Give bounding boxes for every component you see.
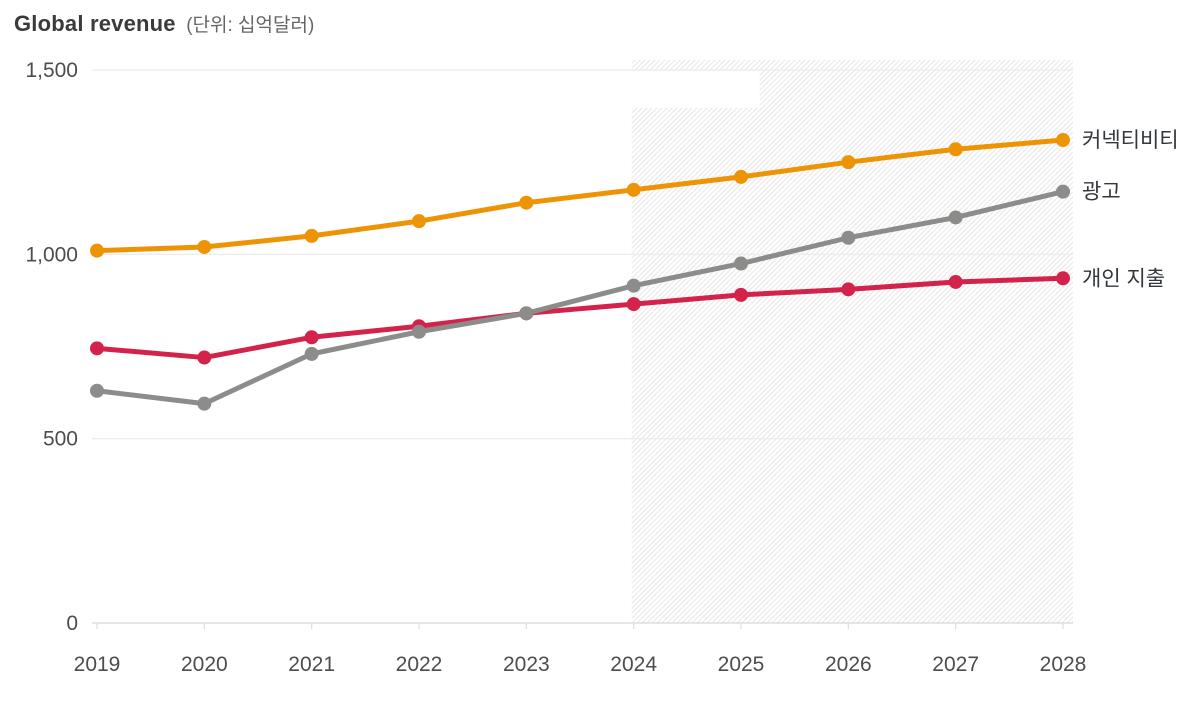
- data-point-connectivity-2023: [519, 195, 534, 210]
- forecast-region: [631, 60, 1073, 623]
- data-point-advertising-2021: [304, 346, 319, 361]
- x-axis-label-2022: 2022: [396, 653, 443, 676]
- data-point-connectivity-2021: [304, 228, 319, 243]
- x-axis-label-2023: 2023: [503, 653, 550, 676]
- legend-label-connectivity: 커넥티비티: [1082, 129, 1179, 152]
- x-axis-label-2024: 2024: [610, 653, 657, 676]
- x-axis-label-2027: 2027: [932, 653, 979, 676]
- data-point-connectivity-2028: [1056, 133, 1070, 148]
- data-point-connectivity-2027: [948, 142, 963, 157]
- series-line-personal-spending: [94, 275, 1066, 361]
- data-point-personal-spending-2027: [948, 274, 963, 289]
- data-point-personal-spending-2026: [841, 282, 856, 297]
- chart-title-text: Global revenue: [14, 11, 176, 36]
- legend-label-personal-spending: 개인 지출: [1082, 267, 1165, 290]
- data-point-connectivity-2025: [734, 169, 748, 184]
- forecast-region-gap: [631, 71, 760, 108]
- data-point-connectivity-2024: [626, 182, 641, 197]
- data-point-advertising-2026: [841, 230, 856, 245]
- data-point-advertising-2028: [1056, 184, 1070, 199]
- y-axis-label-500: 500: [43, 428, 78, 451]
- series-connectivity: [90, 133, 1070, 258]
- x-axis-label-2025: 2025: [718, 653, 765, 676]
- data-point-personal-spending-2024: [626, 297, 641, 312]
- legend-label-advertising: 광고: [1082, 181, 1121, 204]
- data-point-advertising-2023: [519, 306, 534, 321]
- y-axis-label-1500: 1,500: [25, 59, 78, 82]
- series-line-advertising: [94, 189, 1066, 407]
- data-point-advertising-2022: [412, 324, 426, 339]
- series-advertising: [90, 184, 1070, 411]
- x-axis-label-2026: 2026: [825, 653, 872, 676]
- data-point-advertising-2024: [626, 278, 641, 293]
- y-axis-label-0: 0: [66, 612, 78, 635]
- data-point-advertising-2025: [734, 256, 748, 271]
- data-point-personal-spending-2020: [197, 350, 212, 365]
- x-axis-label-2021: 2021: [288, 653, 335, 676]
- data-point-advertising-2020: [197, 396, 212, 411]
- data-point-personal-spending-2028: [1056, 271, 1070, 286]
- data-point-advertising-2027: [948, 210, 963, 225]
- y-axis-label-1000: 1,000: [25, 243, 78, 266]
- data-point-connectivity-2026: [841, 155, 856, 170]
- data-point-connectivity-2022: [412, 214, 426, 229]
- data-point-personal-spending-2025: [734, 287, 748, 302]
- data-point-connectivity-2020: [197, 239, 212, 254]
- x-axis-label-2028: 2028: [1040, 653, 1087, 676]
- x-axis-label-2019: 2019: [74, 653, 121, 676]
- x-axis-label-2020: 2020: [181, 653, 228, 676]
- chart-title: Global revenue (단위: 십억달러): [14, 10, 314, 37]
- chart-title-unit: (단위: 십억달러): [186, 15, 315, 36]
- data-point-personal-spending-2021: [304, 330, 319, 345]
- data-point-connectivity-2019: [90, 243, 104, 258]
- series-line-connectivity: [94, 137, 1066, 254]
- data-point-personal-spending-2019: [90, 341, 104, 356]
- data-point-advertising-2019: [90, 383, 104, 398]
